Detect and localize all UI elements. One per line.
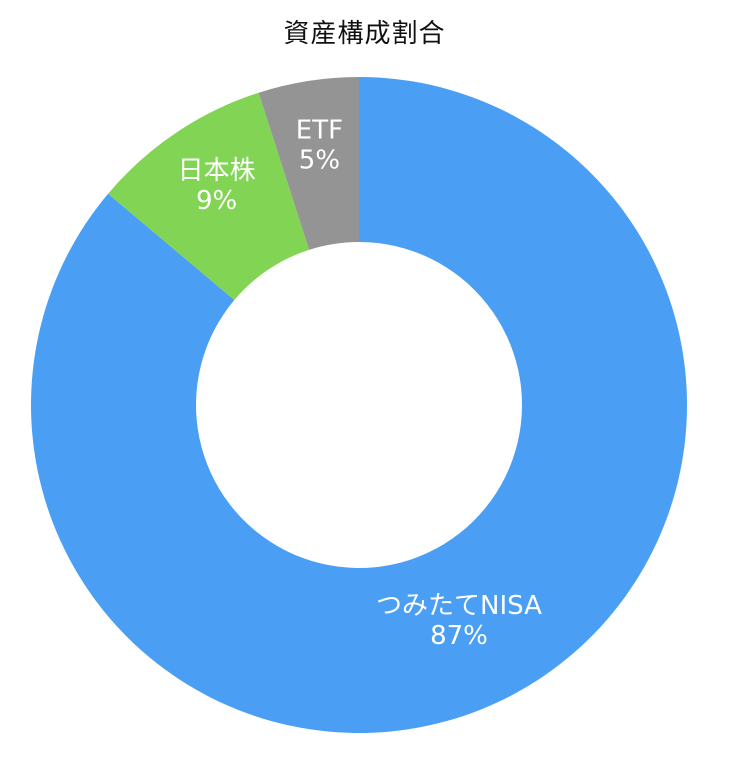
slice-label-1: 日本株 [178,156,256,186]
slice-1 [108,92,310,301]
slice-value-0: 87% [430,621,488,651]
slice-label-2: ETF [296,116,343,146]
slice-value-2: 5% [299,146,340,176]
slice-value-1: 9% [196,186,237,216]
slice-0 [30,77,687,733]
chart-title: 資産構成割合 [283,19,446,49]
slice-label-0: つみたてNISA [376,591,542,621]
donut-slices [30,77,687,733]
slice-2 [258,77,359,250]
